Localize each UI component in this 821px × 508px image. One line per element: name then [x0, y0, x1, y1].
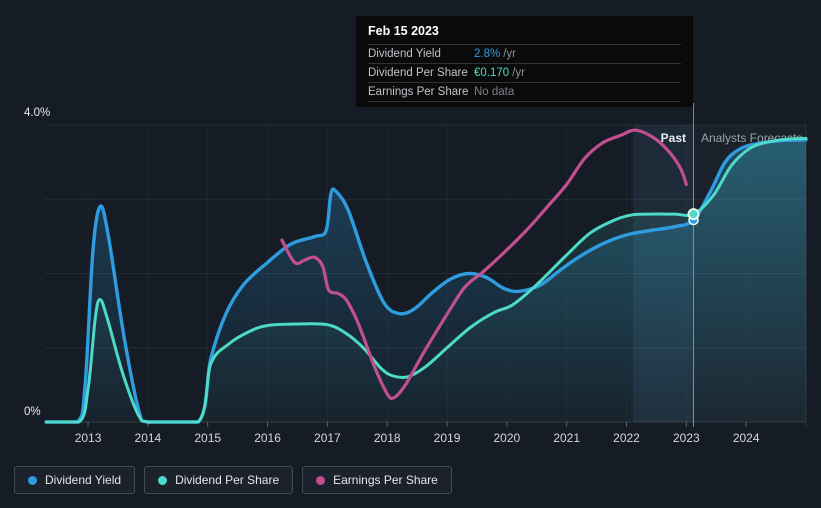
tooltip-row-unit: /yr: [512, 67, 525, 79]
tooltip-row-value: No data: [474, 86, 515, 98]
legend-dot-dividend-yield-icon: [28, 475, 37, 485]
legend-item-label: Earnings Per Share: [333, 473, 438, 487]
legend-item-earnings-per-share[interactable]: Earnings Per Share: [302, 466, 452, 494]
series-area-dividend_per_share: [46, 138, 806, 422]
tooltip-date: Feb 15 2023: [368, 24, 439, 38]
tooltip-row-label: Dividend Per Share: [368, 67, 468, 79]
x-axis-label: 2016: [254, 431, 281, 445]
x-axis-label: 2020: [493, 431, 521, 445]
x-axis-label: 2018: [373, 431, 401, 445]
x-axis-label: 2023: [672, 431, 700, 445]
tooltip-row-dividend-per-share: Dividend Per Share €0.170 /yr: [368, 63, 681, 82]
series-line-dividend_yield: [44, 138, 808, 424]
x-axis-label: 2024: [732, 431, 760, 445]
legend-item-dividend-per-share[interactable]: Dividend Per Share: [144, 466, 294, 494]
x-axis-label: 2022: [613, 431, 640, 445]
tooltip-row-label: Dividend Yield: [368, 48, 441, 60]
tooltip-row-label: Earnings Per Share: [368, 86, 469, 98]
series-line-dividend_per_share: [44, 136, 808, 424]
x-axis-label: 2013: [74, 431, 102, 445]
legend-item-dividend-yield[interactable]: Dividend Yield: [14, 466, 136, 494]
tooltip-row-value: €0.170: [474, 67, 510, 79]
tooltip-row-value: 2.8%: [474, 48, 501, 60]
past-label: Past: [661, 131, 686, 145]
marker-dot-dividend-per-share: [687, 208, 700, 221]
legend-dot-earnings-per-share-icon: [316, 475, 326, 485]
legend: Dividend Yield Dividend Per Share Earnin…: [14, 466, 452, 494]
x-axis-label: 2019: [433, 431, 461, 445]
tooltip-row-dividend-yield: Dividend Yield 2.8% /yr: [368, 44, 681, 63]
legend-item-label: Dividend Per Share: [175, 473, 280, 487]
x-axis-ticks: [87, 422, 747, 427]
y-axis-label-top: 4.0%: [24, 107, 51, 119]
y-axis-label-bottom: 0%: [24, 406, 41, 418]
tooltip-row-unit: /yr: [503, 48, 516, 60]
x-axis-label: 2017: [314, 431, 341, 445]
x-axis-label: 2014: [134, 431, 162, 445]
x-axis-label: 2015: [194, 431, 222, 445]
x-axis-label: 2021: [553, 431, 581, 445]
legend-dot-dividend-per-share-icon: [158, 475, 168, 485]
legend-item-label: Dividend Yield: [45, 473, 122, 487]
tooltip-row-earnings-per-share: Earnings Per Share No data: [368, 82, 681, 102]
series-line-earnings_per_share: [280, 128, 688, 401]
tooltip: Feb 15 2023 Dividend Yield 2.8% /yr Divi…: [356, 16, 693, 107]
